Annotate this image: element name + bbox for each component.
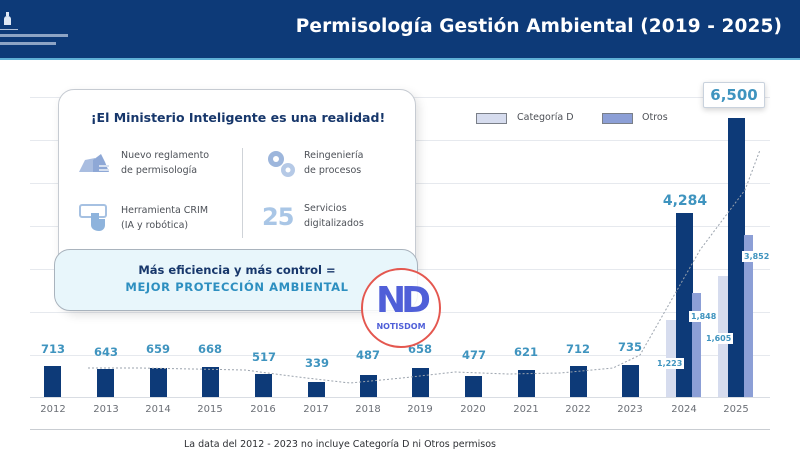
feature-text: Reingeniería de procesos (304, 150, 364, 176)
x-tick-label: 2017 (303, 404, 329, 415)
x-tick-label: 2024 (671, 404, 697, 415)
bar-2018 (360, 375, 377, 397)
legend-swatch-otros (602, 113, 633, 124)
chart-footnote: La data del 2012 - 2023 no incluye Categ… (184, 439, 496, 450)
value-label-2021: 621 (513, 345, 538, 359)
x-tick-label: 2021 (513, 404, 539, 415)
bar-2016 (255, 374, 272, 397)
capitol-dome-icon (4, 12, 11, 26)
bar-2024 (676, 213, 693, 397)
bar-2015 (202, 367, 219, 397)
gears-icon (268, 151, 295, 177)
x-tick-label: 2013 (93, 404, 119, 415)
value-label-2015: 668 (197, 342, 222, 356)
x-tick-label: 2018 (355, 404, 381, 415)
x-tick-label: 2016 (250, 404, 276, 415)
bar-2024-otros (692, 293, 701, 397)
divider (242, 148, 243, 238)
value-label-2024-otros: 1,848 (689, 311, 719, 322)
x-tick-label: 2015 (197, 404, 223, 415)
x-tick-label: 2012 (40, 404, 66, 415)
value-label-2025: 6,500 (703, 82, 765, 108)
x-tick-label: 2023 (617, 404, 643, 415)
bar-2019 (412, 368, 429, 397)
value-label-2016: 517 (251, 350, 276, 364)
value-label-2012: 713 (40, 342, 65, 356)
info-card-footer: Más eficiencia y más control = MEJOR PRO… (54, 249, 418, 311)
bar-2012 (44, 366, 61, 397)
bar-2023 (622, 365, 639, 397)
feature-text: Nuevo reglamento de permisología (121, 150, 210, 176)
header-bar: Permisología Gestión Ambiental (2019 - 2… (0, 0, 800, 60)
bar-2013 (97, 369, 114, 397)
legend-swatch-categoria-d (476, 113, 507, 124)
number-25-icon: 25 (262, 203, 294, 231)
value-label-2022: 712 (565, 342, 590, 356)
value-label-2023: 735 (617, 340, 642, 354)
value-label-2014: 659 (145, 342, 170, 356)
bar-2021 (518, 370, 535, 397)
x-tick-label: 2020 (460, 404, 486, 415)
footer-slogan: Más eficiencia y más control = (138, 263, 336, 277)
x-tick-label: 2019 (407, 404, 433, 415)
legend-label: Otros (642, 112, 668, 123)
ministry-logo (0, 10, 80, 52)
feature-text: Herramienta CRIM (IA y robótica) (121, 205, 209, 231)
watermark-name: NOTISDOM (376, 322, 426, 331)
bar-2022 (570, 366, 587, 397)
value-label-2025-categoria-d: 1,605 (704, 333, 734, 344)
watermark-logo: ND (375, 280, 431, 321)
notisdom-watermark: ND NOTISDOM (361, 268, 441, 348)
page-title: Permisología Gestión Ambiental (2019 - 2… (295, 16, 782, 37)
bar-2017 (308, 382, 325, 397)
value-label-2020: 477 (461, 348, 486, 362)
x-tick-label: 2014 (145, 404, 171, 415)
legend-label: Categoría D (517, 112, 574, 123)
bar-2020 (465, 376, 482, 397)
bar-2014 (150, 368, 167, 397)
value-label-2013: 643 (93, 345, 118, 359)
value-label-2024: 4,284 (662, 193, 708, 209)
value-label-2024-categoria-d: 1,223 (655, 358, 685, 369)
value-label-2018: 487 (355, 348, 380, 362)
divider (30, 429, 770, 430)
feature-text: Servicios digitalizados (304, 203, 364, 229)
footer-highlight: MEJOR PROTECCIÓN AMBIENTAL (125, 280, 349, 294)
value-label-2017: 339 (304, 356, 329, 370)
info-card-title: ¡El Ministerio Inteligente es una realid… (90, 110, 386, 125)
value-label-2025-otros: 3,852 (742, 251, 772, 262)
x-tick-label: 2022 (565, 404, 591, 415)
x-tick-label: 2025 (723, 404, 749, 415)
document-stack-icon (79, 154, 109, 172)
touch-robot-icon (79, 204, 107, 231)
